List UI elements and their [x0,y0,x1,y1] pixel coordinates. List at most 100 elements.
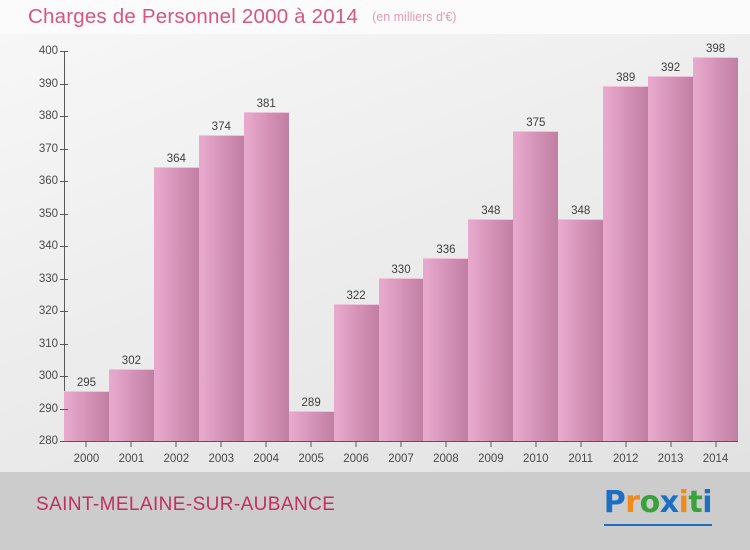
bar-group: 348 2009 [468,205,514,465]
proxiti-logo-letter: x [659,485,679,520]
x-axis-tick-label: 2000 [73,453,100,465]
bar[interactable] [198,134,244,441]
bar[interactable] [603,85,649,441]
y-axis-tick-label: 330 [38,272,58,285]
y-axis-tick [60,311,68,312]
bar-value-label: 375 [526,117,546,130]
x-axis-tick-label: 2007 [388,453,414,465]
bar-value-label: 302 [121,354,141,367]
bar[interactable] [108,368,154,441]
bar-group: 392 2013 [648,62,694,465]
x-axis-tick [400,441,402,447]
y-axis-tick [60,408,68,410]
bar[interactable] [558,219,604,441]
bar[interactable] [468,219,514,441]
y-axis-tick-label: 340 [38,240,58,252]
bar-value-label: 322 [346,289,366,302]
x-axis-tick-label: 2002 [163,453,190,465]
x-axis-tick-label: 2008 [433,453,459,465]
bar-group: 330 2007 [378,264,424,465]
y-axis-labels: 280 290 300 310 320 330 340 350 360 370 380 390 400 [14,34,58,472]
bar[interactable] [333,303,379,441]
proxiti-logo[interactable]: Proxiti [603,485,713,520]
bar-group: 289 2005 [288,397,334,465]
y-axis-tick [60,181,68,182]
x-axis-tick [175,441,177,447]
chart-title: Charges de Personnel 2000 à 2014 [28,5,359,28]
y-axis-tick [60,116,68,117]
bar-value-label: 330 [391,263,411,276]
bar[interactable] [423,258,469,441]
bar-group: 381 2004 [243,98,289,465]
x-axis-tick-label: 2013 [657,453,684,465]
bar[interactable] [648,76,694,441]
bar[interactable] [243,111,289,441]
bar-group: 398 2014 [693,43,739,465]
bar-group: 302 2001 [108,355,154,465]
y-axis-tick [60,83,68,85]
commune-name: SAINT-MELAINE-SUR-AUBANCE [36,494,336,515]
proxiti-logo-underline [604,524,712,526]
bar-group: 322 2006 [333,290,379,465]
chart-header: Charges de Personnel 2000 à 2014 (en mil… [0,0,750,34]
bar-group: 336 2008 [423,244,469,465]
x-axis-tick [490,441,492,447]
y-axis-tick [60,246,68,247]
chart-footer: SAINT-MELAINE-SUR-AUBANCE Proxiti [0,472,750,550]
bar-value-label: 364 [166,153,186,165]
x-axis-tick [310,441,312,447]
proxiti-logo-letter: i [702,485,712,520]
bar[interactable] [378,277,424,441]
bar[interactable] [693,56,739,441]
y-axis-tick-label: 380 [38,110,58,122]
y-axis-tick-label: 390 [38,77,58,90]
bar-value-label: 348 [571,205,591,217]
bar-group: 389 2012 [603,72,649,465]
y-axis-tick-label: 350 [38,207,58,220]
x-axis-tick [715,441,717,447]
y-axis-tick-label: 360 [38,175,58,187]
y-axis-tick-label: 310 [38,337,58,350]
proxiti-logo-letter: o [639,485,661,520]
y-axis-tick-label: 290 [38,402,58,415]
bar[interactable] [288,410,334,441]
bar-value-label: 398 [705,42,726,55]
x-axis-tick [535,441,537,447]
x-axis-tick [670,441,672,447]
chart-subtitle: (en milliers d'€) [372,10,457,24]
y-axis-tick [60,278,68,280]
x-axis-tick [265,441,267,447]
x-axis-tick [85,441,87,447]
proxiti-logo-letter: P [603,485,626,520]
x-axis-tick [580,441,582,447]
bar[interactable] [513,131,559,441]
x-axis-tick-label: 2006 [343,453,369,465]
y-axis-tick-label: 370 [38,142,58,155]
bar-value-label: 392 [661,62,681,74]
x-axis-tick [220,441,222,447]
plot-area: 280 290 300 310 320 330 340 350 360 370 380 390 400 … [0,34,750,472]
y-axis-tick [60,376,68,377]
proxiti-logo-letter: r [625,485,640,520]
x-axis-tick-label: 2005 [298,453,324,465]
bar-group: 295 2000 [63,377,109,465]
bar[interactable] [153,167,199,441]
proxiti-logo-letter: i [678,485,689,520]
bar[interactable] [63,391,109,441]
x-axis-tick-label: 2001 [118,453,145,465]
proxiti-logo-letter: t [688,485,703,520]
x-axis-tick [130,441,132,447]
y-axis-tick [60,51,68,52]
bar-group: 348 2011 [558,205,604,465]
bar-value-label: 289 [301,396,321,409]
x-axis-tick-label: 2011 [568,453,594,465]
x-axis-tick-label: 2010 [523,453,549,465]
y-axis-tick [60,148,68,150]
y-axis-tick [60,213,68,215]
x-axis-tick-label: 2012 [612,453,639,465]
x-axis-tick [355,441,357,447]
y-axis-tick [60,441,68,442]
x-axis-tick-label: 2009 [478,453,504,465]
x-axis-tick [625,441,627,447]
